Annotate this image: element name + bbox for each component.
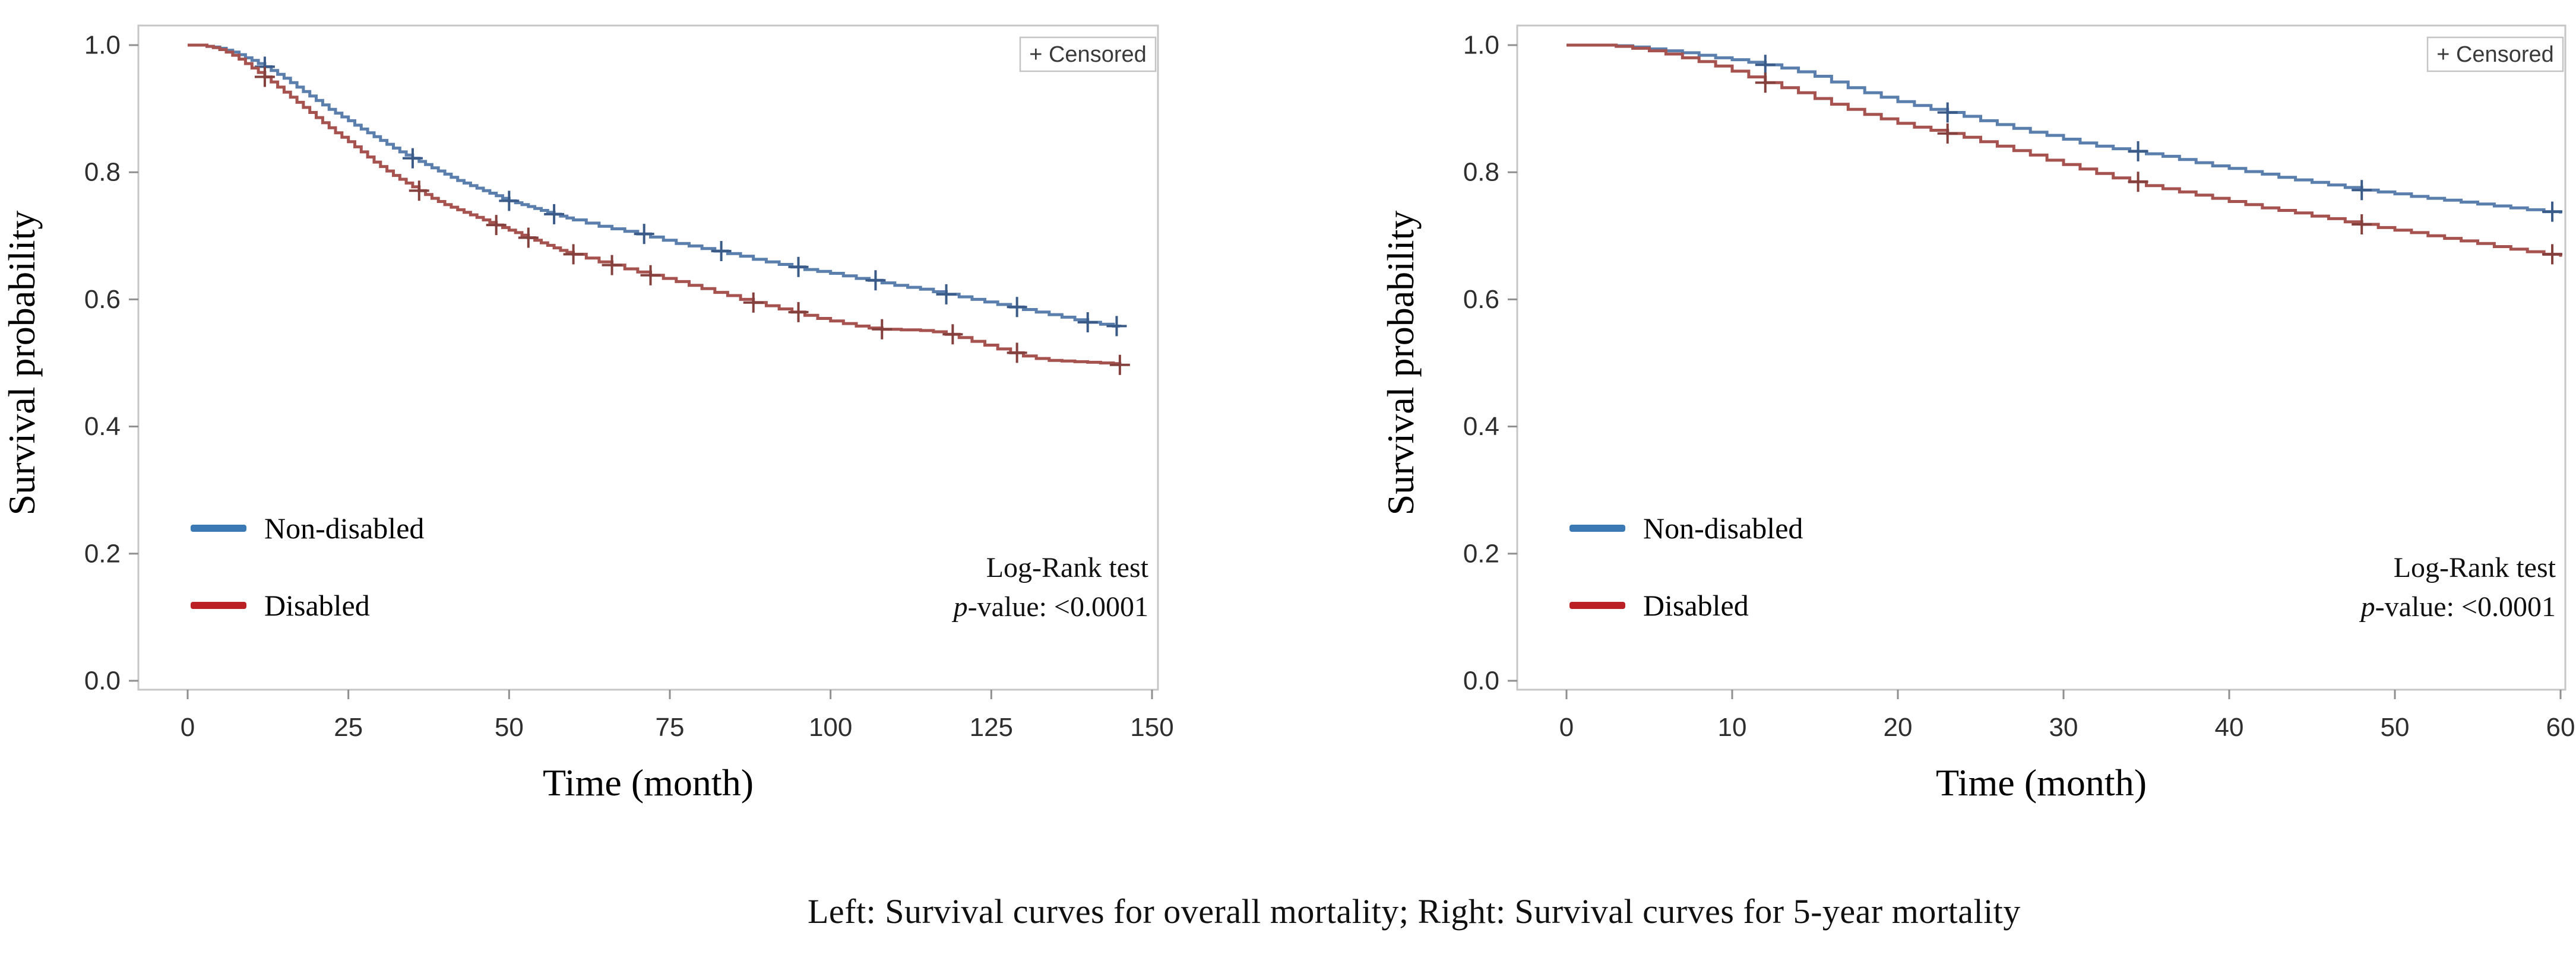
y-tick-label: 0.8 (84, 158, 121, 187)
censored-legend-label: + Censored (1029, 42, 1147, 67)
x-tick-label: 60 (2546, 713, 2575, 742)
censor-mark-disabled (1937, 123, 1958, 144)
x-tick-label: 0 (181, 713, 195, 742)
figure-caption: Left: Survival curves for overall mortal… (808, 892, 2021, 931)
legend-swatch-disabled (1569, 602, 1625, 609)
y-tick-label: 0.0 (84, 667, 121, 696)
censor-mark-disabled (1109, 354, 1130, 375)
x-tick-label: 30 (2049, 713, 2078, 742)
x-tick-label: 150 (1130, 713, 1173, 742)
x-tick-label: 20 (1884, 713, 1913, 742)
censor-mark-non-disabled (936, 284, 957, 304)
x-tick-label: 75 (656, 713, 685, 742)
y-tick-label: 0.0 (1463, 667, 1499, 696)
censor-mark-non-disabled (711, 241, 732, 262)
censor-mark-non-disabled (1937, 102, 1958, 123)
censor-mark-non-disabled (544, 204, 565, 224)
censor-mark-non-disabled (2352, 180, 2372, 201)
censor-mark-disabled (2542, 244, 2563, 265)
x-tick-label: 25 (334, 713, 363, 742)
x-tick-label: 0 (1559, 713, 1574, 742)
y-tick-label: 1.0 (84, 31, 121, 60)
censor-mark-non-disabled (634, 224, 654, 245)
censor-mark-non-disabled (865, 270, 886, 291)
y-tick-label: 0.6 (84, 285, 121, 314)
censor-mark-disabled (409, 180, 429, 201)
km-plot-overall-mortality: 0.0 0.2 0.4 0.6 0.8 1.0 0 25 50 75 100 125 150 Time (… (1, 24, 1174, 804)
legend-swatch-non-disabled (191, 525, 246, 532)
km-plot-5year-mortality: 0.0 0.2 0.4 0.6 0.8 1.0 0 10 20 30 40 50 60 Time (mon… (1379, 24, 2575, 804)
censor-mark-non-disabled (499, 191, 520, 211)
legend-label: Disabled (1643, 589, 1749, 622)
stats-p-value: p-value: <0.0001 (2359, 591, 2556, 623)
censor-mark-non-disabled (1106, 316, 1127, 337)
x-axis-title: Time (month) (1936, 762, 2147, 804)
legend-label: Disabled (264, 589, 370, 622)
x-tick-label: 50 (495, 713, 524, 742)
x-tick-label: 100 (809, 713, 852, 742)
y-axis-title: Survival probability (1, 211, 43, 516)
censor-mark-disabled (2352, 214, 2372, 235)
censored-legend-box (1019, 36, 1157, 72)
plot-frame (137, 24, 1159, 691)
censored-legend-label: + Censored (2436, 42, 2554, 67)
censor-mark-disabled (640, 265, 661, 285)
stats-p-value: p-value: <0.0001 (952, 591, 1148, 623)
censor-mark-disabled (518, 227, 539, 248)
plot-frame (1516, 24, 2566, 691)
y-tick-label: 0.2 (84, 539, 121, 568)
stats-test-name: Log-Rank test (986, 552, 1149, 583)
censor-mark-disabled (788, 302, 809, 322)
censored-legend-box (2426, 36, 2564, 72)
legend-label: Non-disabled (1643, 512, 1803, 545)
censor-mark-disabled (872, 319, 893, 340)
censor-mark-disabled (254, 66, 275, 87)
legend-label: Non-disabled (264, 512, 424, 545)
censor-mark-non-disabled (1755, 55, 1776, 75)
censor-mark-non-disabled (2542, 201, 2563, 222)
y-tick-label: 0.4 (84, 412, 121, 441)
x-axis-title: Time (month) (543, 762, 754, 804)
censor-mark-disabled (743, 292, 764, 313)
y-tick-label: 0.8 (1463, 158, 1499, 187)
censor-mark-non-disabled (1077, 312, 1098, 332)
censor-mark-disabled (486, 215, 507, 236)
y-axis-title: Survival probability (1379, 211, 1422, 516)
y-tick-label: 0.4 (1463, 412, 1499, 441)
survival-curve-disabled (188, 43, 1122, 366)
x-tick-label: 10 (1718, 713, 1747, 742)
censor-mark-disabled (942, 324, 963, 345)
censor-mark-disabled (2128, 172, 2148, 192)
y-tick-label: 0.2 (1463, 539, 1499, 568)
x-tick-label: 50 (2381, 713, 2410, 742)
legend-swatch-non-disabled (1569, 525, 1625, 532)
survival-curve-non-disabled (188, 43, 1122, 328)
x-tick-label: 40 (2215, 713, 2244, 742)
censor-mark-non-disabled (402, 148, 423, 169)
legend-swatch-disabled (191, 602, 246, 609)
stats-test-name: Log-Rank test (2394, 552, 2556, 583)
censor-mark-disabled (1007, 342, 1027, 363)
y-tick-label: 0.6 (1463, 285, 1499, 314)
censor-mark-disabled (1755, 72, 1776, 93)
y-tick-label: 1.0 (1463, 31, 1499, 60)
censor-mark-disabled (563, 244, 584, 265)
x-tick-label: 125 (970, 713, 1013, 742)
censor-mark-non-disabled (788, 256, 809, 277)
censor-mark-non-disabled (1007, 297, 1027, 318)
censor-mark-disabled (602, 255, 622, 275)
censor-mark-non-disabled (2128, 141, 2148, 161)
